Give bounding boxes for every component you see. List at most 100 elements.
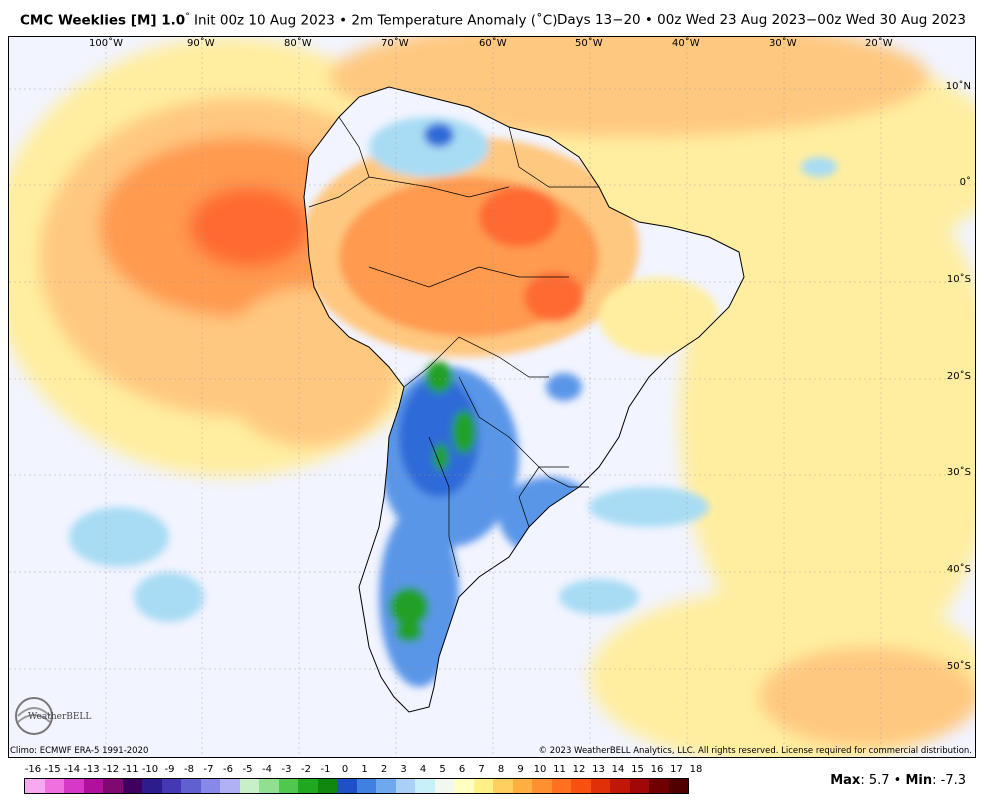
colorbar-tick-label: 0	[341, 764, 349, 775]
header: CMC Weeklies [M] 1.0° Init 00z 10 Aug 20…	[0, 0, 984, 36]
colorbar-swatch	[629, 779, 649, 793]
lon-label-40w: 40˚W	[672, 38, 700, 49]
colorbar-labels: -16 -15 -14 -13 -12 -11 -10 -9 -8 -7 -6 -5 -4 -3 -2 -1 0…	[14, 764, 714, 776]
colorbar-swatch	[415, 779, 435, 793]
lon-label-90w: 90˚W	[187, 38, 215, 49]
colorbar-tick-label: -5	[242, 764, 253, 775]
colorbar	[24, 778, 689, 794]
colorbar-swatch	[512, 779, 532, 793]
colorbar-swatch	[610, 779, 630, 793]
colorbar-swatch	[142, 779, 162, 793]
colorbar-tick-label: 5	[439, 764, 446, 775]
colorbar-swatch	[181, 779, 201, 793]
colorbar-tick-label: -1	[320, 764, 331, 775]
country-borders	[308, 116, 599, 578]
colorbar-swatch	[64, 779, 84, 793]
colorbar-tick-label: 8	[497, 764, 505, 775]
colorbar-tick-label: -15	[44, 764, 61, 775]
colorbar-swatch	[356, 779, 376, 793]
lat-label-50s: 50˚S	[946, 661, 971, 672]
lat-label-0: 0˚	[959, 177, 971, 188]
colorbar-tick-label: -16	[24, 764, 42, 775]
colorbar-swatch	[590, 779, 610, 793]
colorbar-swatch	[25, 779, 45, 793]
colorbar-tick-label: -4	[262, 764, 272, 775]
colorbar-tick-label: -7	[203, 764, 214, 775]
colorbar-tick-label: 16	[650, 764, 664, 775]
graticule	[9, 37, 975, 757]
colorbar-swatch	[493, 779, 513, 793]
colorbar-tick-label: 9	[517, 764, 524, 775]
colorbar-tick-label: 18	[689, 764, 703, 775]
colorbar-swatch	[83, 779, 103, 793]
colorbar-swatch	[532, 779, 552, 793]
colorbar-tick-label: -11	[122, 764, 139, 775]
colorbar-tick-label: -6	[223, 764, 233, 775]
colorbar-swatch	[551, 779, 571, 793]
chart-title: CMC Weeklies [M] 1.0° Init 00z 10 Aug 20…	[20, 12, 558, 29]
lon-label-30w: 30˚W	[769, 38, 797, 49]
colorbar-tick-label: 7	[478, 764, 485, 775]
colorbar-tick-label: 3	[400, 764, 407, 775]
colorbar-tick-label: -13	[83, 764, 100, 775]
colorbar-tick-label: -14	[63, 764, 81, 775]
colorbar-tick-label: -8	[184, 764, 194, 775]
ocean-cold-patches	[69, 157, 837, 622]
colorbar-tick-label: 13	[592, 764, 605, 775]
lat-label-10s: 10˚S	[946, 274, 971, 285]
lat-label-20s: 20˚S	[946, 371, 971, 382]
lon-label-100w: 100˚W	[89, 38, 123, 49]
lat-label-10n: 10˚N	[945, 81, 971, 92]
colorbar-swatch	[200, 779, 220, 793]
colorbar-tick-label: 15	[631, 764, 644, 775]
colorbar-swatch	[103, 779, 123, 793]
colorbar-swatch	[239, 779, 259, 793]
max-min-readout: Max: 5.7 • Min: -7.3	[830, 773, 966, 788]
colorbar-swatch	[571, 779, 591, 793]
copyright: © 2023 WeatherBELL Analytics, LLC. All r…	[538, 746, 972, 756]
colorbar-tick-label: 14	[611, 764, 625, 775]
colorbar-tick-label: -2	[301, 764, 311, 775]
colorbar-tick-label: 17	[670, 764, 683, 775]
lon-label-50w: 50˚W	[575, 38, 603, 49]
valid-period: Days 13−20 • 00z Wed 23 Aug 2023−00z Wed…	[556, 12, 966, 28]
colorbar-swatch	[259, 779, 279, 793]
colorbar-swatch	[337, 779, 357, 793]
colorbar-swatch	[668, 779, 688, 793]
colorbar-swatch	[122, 779, 142, 793]
colorbar-tick-label: -10	[141, 764, 159, 775]
colorbar-tick-label: 2	[380, 764, 388, 775]
lon-label-70w: 70˚W	[381, 38, 409, 49]
colorbar-tick-label: 1	[361, 764, 368, 775]
map-panel[interactable]: 100˚W 90˚W 80˚W 70˚W 60˚W 50˚W 40˚W 30˚W…	[8, 36, 976, 758]
colorbar-swatch	[473, 779, 493, 793]
colorbar-tick-label: 6	[458, 764, 466, 775]
colorbar-tick-label: -3	[281, 764, 292, 775]
colorbar-swatch	[220, 779, 240, 793]
colorbar-tick-label: 12	[572, 764, 586, 775]
colorbar-swatch	[278, 779, 298, 793]
colorbar-swatch	[298, 779, 318, 793]
colorbar-swatch	[161, 779, 181, 793]
logo-text: WeatherBELL	[28, 712, 92, 722]
colorbar-tick-label: 4	[419, 764, 427, 775]
colorbar-swatch	[376, 779, 396, 793]
colorbar-tick-label: -9	[164, 764, 175, 775]
colorbar-swatch	[44, 779, 64, 793]
colorbar-swatch	[649, 779, 669, 793]
colorbar-tick-label: 11	[553, 764, 566, 775]
weatherbell-logo: WeatherBELL	[12, 694, 102, 736]
colorbar-swatch	[395, 779, 415, 793]
lon-label-80w: 80˚W	[284, 38, 312, 49]
colorbar-tick-label: -12	[102, 764, 120, 775]
colorbar-swatch	[434, 779, 454, 793]
climo-note: Climo: ECMWF ERA-5 1991-2020	[10, 746, 149, 756]
lat-label-40s: 40˚S	[946, 564, 971, 575]
lat-label-30s: 30˚S	[946, 467, 971, 478]
lon-label-60w: 60˚W	[479, 38, 507, 49]
lon-label-20w: 20˚W	[865, 38, 893, 49]
anomaly-map	[9, 37, 975, 757]
colorbar-swatch	[317, 779, 337, 793]
colorbar-swatch	[454, 779, 474, 793]
colorbar-tick-label: 10	[533, 764, 547, 775]
